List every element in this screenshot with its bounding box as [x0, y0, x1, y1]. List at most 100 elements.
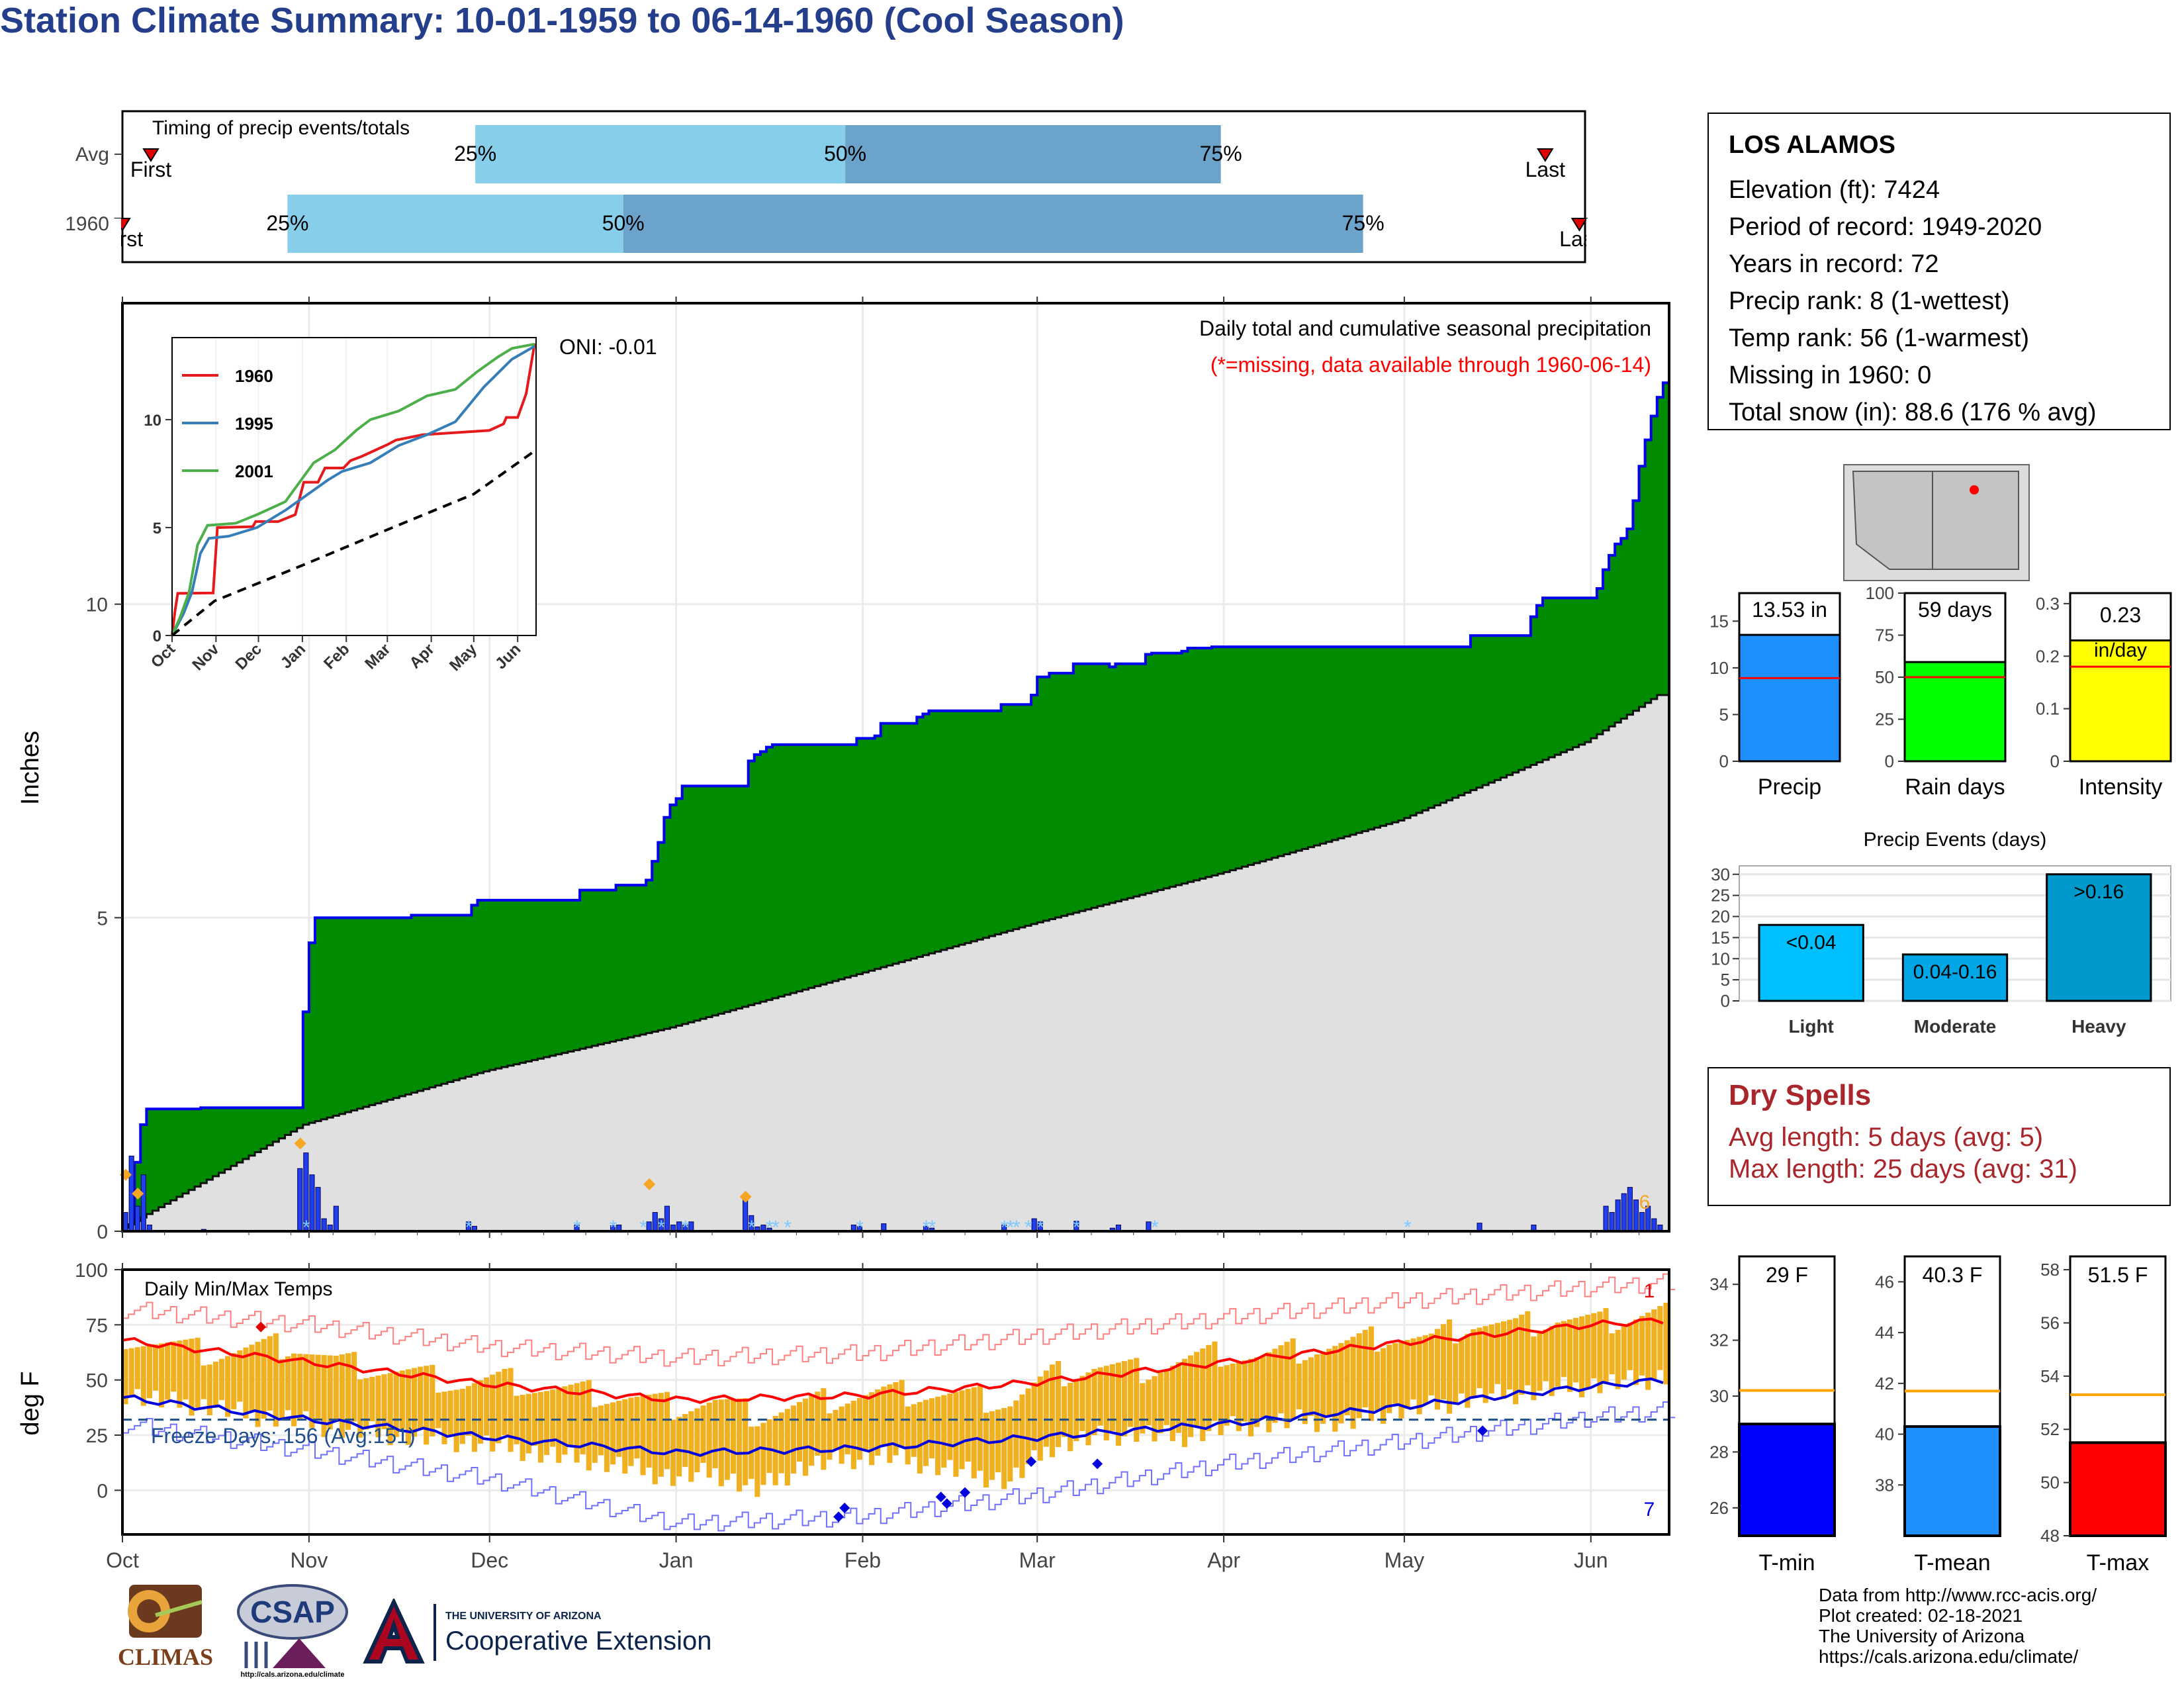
events-ytick-label: 25: [1711, 886, 1730, 906]
temptotals-ytick-label: 58: [2040, 1260, 2060, 1280]
temp-daily-bar: [1037, 1376, 1043, 1461]
ua-a-icon: [363, 1599, 425, 1664]
precip-caption: Daily total and cumulative seasonal prec…: [1199, 316, 1651, 340]
timing-last-marker: [1537, 148, 1554, 162]
climas-logo-graphic: [128, 1585, 203, 1638]
temp-daily-bar: [1218, 1366, 1224, 1435]
temp-daily-bar: [977, 1385, 983, 1471]
temp-freeze-days: Freeze Days: 156 (Avg:151): [151, 1424, 416, 1448]
temp-daily-bar: [634, 1396, 640, 1459]
precip-panel-border: [121, 302, 1670, 1233]
temp-daily-bar: [1206, 1344, 1212, 1431]
temp-daily-bar: [856, 1397, 862, 1460]
temp-daily-bar: [1188, 1355, 1194, 1437]
temp-daily-bar: [670, 1419, 676, 1486]
temp-daily-bar: [598, 1405, 604, 1456]
precip-missing-marker: *: [1404, 1217, 1412, 1239]
temp-daily-bar: [796, 1402, 803, 1462]
totals-ytick-label: 100: [1866, 583, 1894, 603]
temp-daily-bar: [1013, 1400, 1019, 1468]
temp-daily-bar: [1338, 1342, 1344, 1424]
temp-daily-bar: [1025, 1388, 1031, 1464]
temp-daily-bar: [1657, 1306, 1663, 1370]
temp-daily-bar: [1212, 1341, 1218, 1421]
temp-daily-bar: [947, 1393, 953, 1460]
inset-legend-label: 1995: [235, 414, 273, 434]
precip-missing-marker: *: [772, 1217, 780, 1239]
precip-daily-bar: [140, 1174, 146, 1232]
precip-missing-note: (*=missing, data available through 1960-…: [1210, 353, 1651, 377]
timing-p75-label: 75%: [1342, 211, 1385, 235]
temp-daily-bar: [1488, 1324, 1494, 1394]
temp-daily-bar: [441, 1391, 447, 1444]
temp-daily-bar: [1320, 1351, 1326, 1424]
ua-logo: THE UNIVERSITY OF ARIZONA Cooperative Ex…: [361, 1599, 745, 1671]
totals-category-label: Precip: [1758, 774, 1821, 800]
precip-daily-bar: [688, 1221, 694, 1232]
temp-daily-bar: [1537, 1333, 1543, 1391]
station-name: LOS ALAMOS: [1729, 131, 1895, 159]
temp-daily-bar: [893, 1382, 899, 1456]
temp-daily-bar: [381, 1374, 387, 1429]
timing-p25-label: 25%: [454, 142, 496, 165]
temp-record-high-count: 1: [1644, 1280, 1655, 1302]
temp-ytick-label: 25: [86, 1425, 108, 1447]
temptotals-bar-2: [2069, 1441, 2167, 1537]
temp-daily-bar: [694, 1408, 700, 1473]
temp-daily-bar: [1477, 1327, 1482, 1389]
dry-spells-avg: Avg length: 5 days (avg: 5): [1729, 1123, 2044, 1152]
temp-daily-bar: [1296, 1363, 1302, 1409]
temp-daily-bar: [1561, 1321, 1567, 1378]
temptotals-value-label: 51.5 F: [2088, 1263, 2148, 1287]
precip-daily-bar: [1633, 1199, 1639, 1232]
temp-daily-bar: [862, 1395, 869, 1450]
temp-daily-bar: [496, 1372, 502, 1444]
temp-daily-bar: [303, 1354, 309, 1411]
totals-category-label: Intensity: [2079, 774, 2163, 800]
temp-daily-bar: [453, 1389, 459, 1452]
temp-daily-bar: [201, 1365, 206, 1399]
temp-daily-bar: [1091, 1369, 1097, 1435]
temp-record-marker: [960, 1487, 971, 1498]
timing-title: Timing of precip events/totals: [152, 117, 410, 139]
temp-daily-bar: [1272, 1348, 1278, 1423]
temp-daily-bar: [1356, 1333, 1362, 1419]
precip-missing-marker: *: [1024, 1217, 1032, 1239]
temp-daily-bar: [249, 1344, 255, 1411]
precip-ytick-label: 0: [97, 1221, 108, 1243]
temp-daily-bar: [1146, 1380, 1152, 1426]
temptotals-bar-1: [1903, 1425, 2001, 1538]
temptotals-value-label: 40.3 F: [1923, 1263, 1983, 1287]
totals-ytick-label: 75: [1875, 626, 1894, 645]
timing-p75-label: 75%: [1200, 142, 1242, 165]
temptotals-ytick-label: 32: [1709, 1331, 1729, 1350]
temp-daily-bar: [321, 1355, 327, 1437]
temp-daily-bar: [525, 1393, 531, 1454]
temp-daily-bar: [1453, 1343, 1459, 1404]
temp-daily-bar: [1513, 1318, 1519, 1405]
temp-daily-bar: [1236, 1362, 1242, 1431]
timing-clip-left: [0, 218, 121, 265]
station-elevation: Elevation (ft): 7424: [1729, 176, 1940, 204]
temp-daily-bar: [315, 1354, 321, 1421]
temptotals-ytick-label: 34: [1709, 1274, 1729, 1294]
temp-daily-bar: [1663, 1303, 1669, 1385]
inset-series-1995: [171, 345, 535, 636]
precip-daily-bar: [1609, 1212, 1615, 1232]
temp-daily-bar: [1422, 1335, 1428, 1405]
temp-record-low-count: 7: [1644, 1499, 1655, 1521]
temp-daily-bar: [1103, 1366, 1109, 1441]
events-bar-heavy: [2046, 873, 2152, 1002]
temp-daily-bar: [484, 1377, 490, 1436]
precip-daily-bar: [321, 1218, 327, 1232]
temp-daily-bar: [1627, 1323, 1633, 1370]
temp-daily-bar: [568, 1384, 574, 1447]
temp-daily-bar: [1500, 1321, 1506, 1399]
precip-missing-marker: *: [784, 1217, 792, 1239]
events-ytick-label: 20: [1711, 907, 1730, 927]
temp-daily-bar: [206, 1364, 212, 1415]
precip-missing-marker: *: [465, 1217, 473, 1239]
temp-daily-bar: [471, 1383, 478, 1452]
precip-daily-bar: [315, 1187, 321, 1232]
